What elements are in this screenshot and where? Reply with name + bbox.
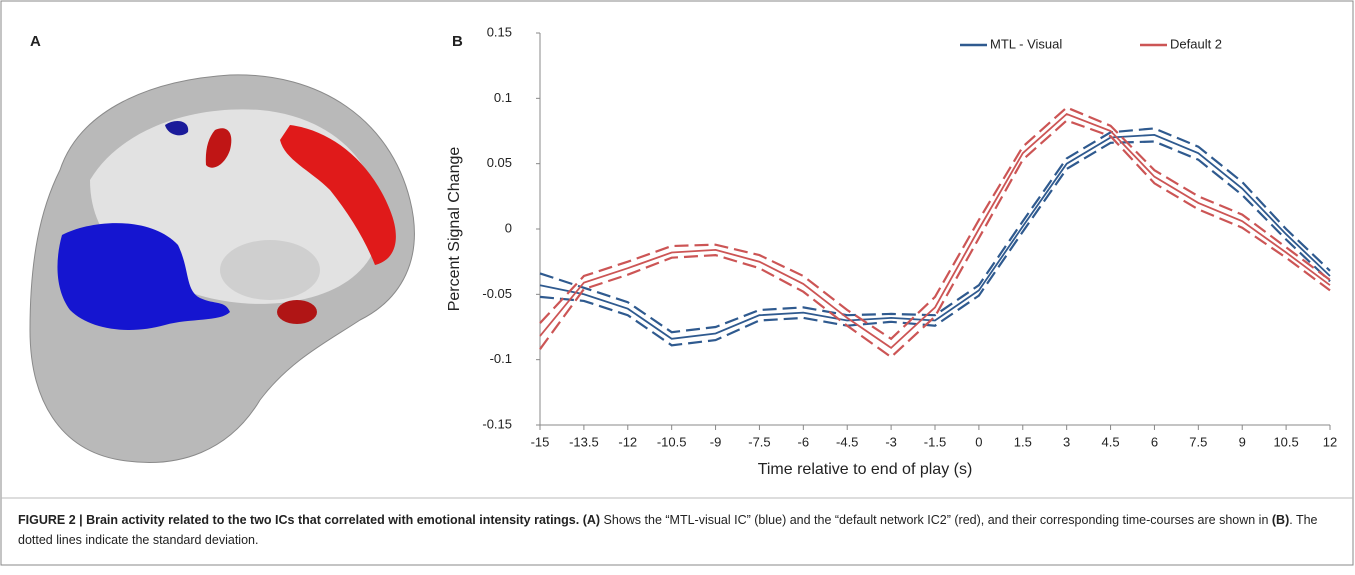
x-tick-label: -3 [885,434,897,449]
x-tick-label: -15 [531,434,550,449]
panel-label: A [30,33,41,50]
sd-line [539,127,1331,334]
y-tick-label: 0 [505,220,512,235]
x-tick-label: 10.5 [1273,434,1298,449]
y-tick-label: 0.05 [487,155,512,170]
mean-line [539,112,1331,350]
x-tick-label: 3 [1063,434,1070,449]
x-tick-label: -7.5 [748,434,770,449]
x-tick-label: 9 [1239,434,1246,449]
sd-line [539,119,1331,359]
mean-line [539,133,1331,340]
x-tick-label: 0 [975,434,982,449]
y-tick-label: -0.15 [482,416,512,431]
x-tick-label: 7.5 [1189,434,1207,449]
caption: FIGURE 2 | Brain activity related to the… [18,510,1318,550]
y-axis-title: Percent Signal Change [446,147,463,312]
y-tick-label: 0.1 [494,90,512,105]
y-tick-label: 0.15 [487,24,512,39]
x-tick-label: -4.5 [836,434,858,449]
caption-run: (B) [1271,513,1290,527]
x-axis-title: Time relative to end of play (s) [758,461,973,478]
x-tick-label: 6 [1151,434,1158,449]
x-tick-label: 12 [1323,434,1337,449]
sd-line [539,140,1331,347]
caption-run: Shows the “MTL-visual IC” (blue) and the… [600,513,1272,527]
x-tick-label: -12 [618,434,637,449]
y-tick-label: -0.1 [490,351,512,366]
x-tick-label: -6 [798,434,810,449]
panel-label: B [452,33,463,50]
caption-run: FIGURE 2 | Brain activity related to the… [18,513,601,527]
x-tick-label: -1.5 [924,434,946,449]
legend-label: Default 2 [1170,36,1222,51]
caption-run: . The dotted lines indicate the standard… [18,513,1318,547]
sd-line [539,106,1331,341]
x-tick-label: 1.5 [1014,434,1032,449]
y-tick-label: -0.05 [482,286,512,301]
x-tick-label: -13.5 [569,434,599,449]
x-tick-label: -10.5 [657,434,687,449]
brain-image [29,74,415,463]
legend-label: MTL - Visual [990,36,1062,51]
x-tick-label: -9 [710,434,722,449]
x-tick-label: 4.5 [1102,434,1120,449]
